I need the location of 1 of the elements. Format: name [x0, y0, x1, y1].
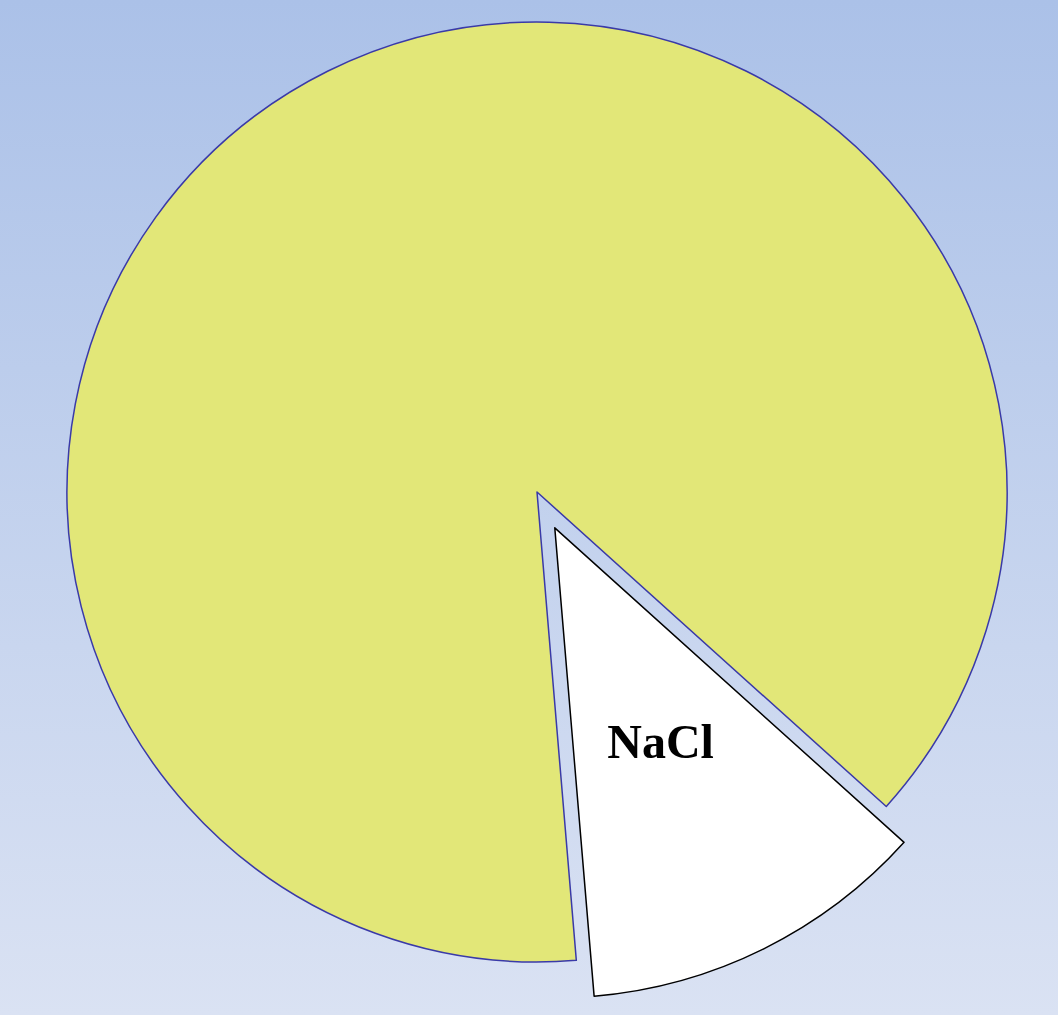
slice-label: NaCl	[607, 714, 714, 768]
